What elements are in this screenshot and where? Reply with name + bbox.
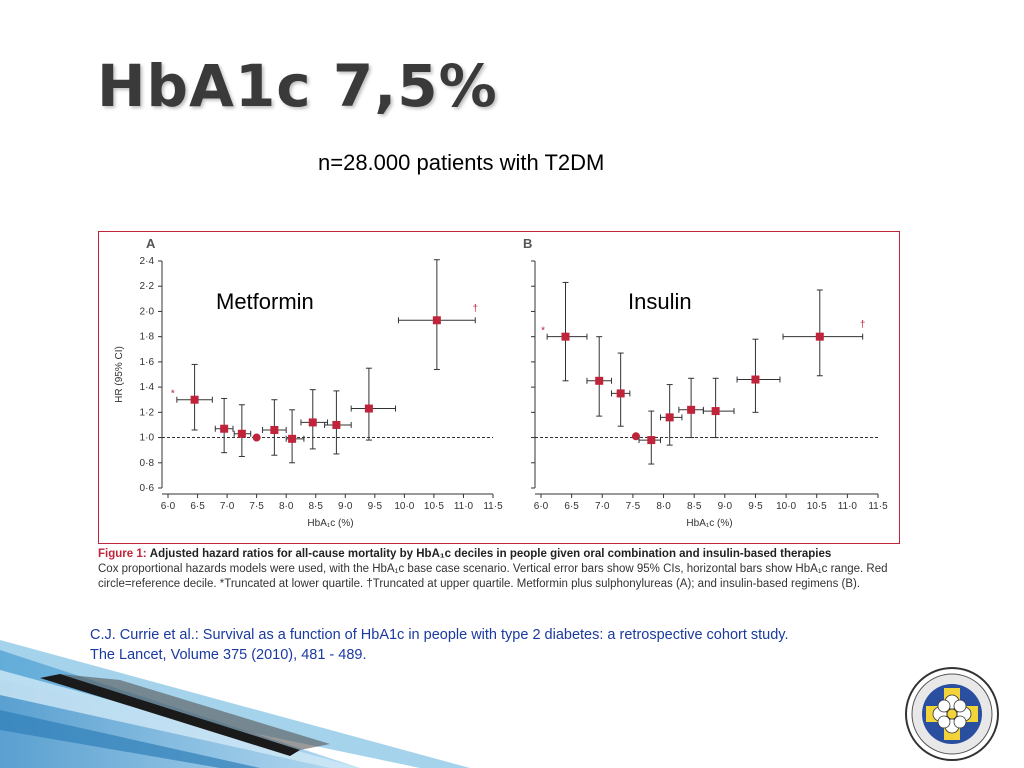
citation-line-2: The Lancet, Volume 375 (2010), 481 - 489… (90, 647, 367, 663)
truncation-note: * (171, 389, 175, 400)
data-point-marker (815, 332, 824, 341)
citation: C.J. Currie et al.: Survival as a functi… (90, 625, 789, 665)
x-tick-label: 11·0 (454, 501, 474, 512)
x-tick-label: 8·0 (656, 501, 671, 512)
y-tick-label: 1·2 (140, 407, 155, 418)
x-tick-label: 9·0 (718, 501, 733, 512)
panel-letter: B (523, 236, 532, 251)
x-tick-label: 11·0 (838, 501, 858, 512)
data-point-marker (220, 424, 229, 433)
data-point-marker (308, 418, 317, 427)
x-tick-label: 11·5 (483, 501, 503, 512)
drug-label: Metformin (216, 289, 314, 314)
x-tick-label: 6·0 (534, 501, 549, 512)
data-point-marker (364, 404, 373, 413)
x-tick-label: 7·5 (249, 501, 264, 512)
data-point-marker (332, 420, 341, 429)
x-tick-label: 9·5 (368, 501, 383, 512)
data-point-marker (432, 316, 441, 325)
x-tick-label: 11·5 (868, 501, 888, 512)
citation-line-1: C.J. Currie et al.: Survival as a functi… (90, 627, 789, 643)
slide-title: HbA1c 7,5% (97, 52, 498, 120)
x-tick-label: 10·0 (394, 501, 414, 512)
x-tick-label: 7·0 (595, 501, 610, 512)
x-axis-title: HbA₁c (%) (686, 518, 732, 529)
data-point-marker (687, 405, 696, 414)
reference-marker (631, 432, 640, 441)
data-point-marker (616, 389, 625, 398)
data-point-marker (711, 407, 720, 416)
decorative-swoosh (0, 640, 470, 768)
truncation-note: * (541, 326, 545, 337)
data-point-marker (647, 436, 656, 445)
caption-body: Cox proportional hazards models were use… (98, 563, 888, 590)
x-tick-label: 8·5 (309, 501, 324, 512)
x-tick-label: 10·5 (424, 501, 444, 512)
x-tick-label: 6·0 (161, 501, 176, 512)
hazard-ratio-charts: A 0·6 0·8 1·0 1·2 1·4 1·6 1·8 2·0 2·2 2·4 HR (95% C… (114, 236, 888, 529)
y-tick-label: 0·8 (140, 458, 155, 469)
y-tick-label: 1·6 (140, 357, 155, 368)
y-tick-label: 0·6 (140, 483, 155, 494)
panel-b-insulin: B 6·0 6·5 7·0 7·5 8·0 8·5 9·0 9·5 10·0 10·5 11·0 11·… (523, 236, 888, 529)
x-tick-label: 10·5 (807, 501, 827, 512)
figure-caption: Figure 1: Adjusted hazard ratios for all… (98, 547, 898, 592)
data-point-marker (270, 425, 279, 434)
x-tick-label: 7·0 (220, 501, 235, 512)
slide-subtitle: n=28.000 patients with T2DM (318, 150, 605, 175)
truncation-note: † (472, 303, 478, 314)
y-tick-label: 2·0 (140, 306, 155, 317)
x-axis-title: HbA₁c (%) (307, 518, 353, 529)
panel-letter: A (146, 236, 156, 251)
x-tick-label: 7·5 (626, 501, 641, 512)
data-point-marker (665, 413, 674, 422)
y-tick-label: 1·0 (140, 433, 155, 444)
y-tick-label: 2·4 (140, 256, 155, 267)
y-tick-label: 1·4 (140, 382, 155, 393)
y-tick-label: 2·2 (140, 281, 155, 292)
data-point-marker (237, 429, 246, 438)
panel-a-metformin: A 0·6 0·8 1·0 1·2 1·4 1·6 1·8 2·0 2·2 2·4 HR (95% C… (114, 236, 503, 529)
x-tick-label: 10·0 (776, 501, 796, 512)
data-point-marker (595, 376, 604, 385)
figure-frame (98, 231, 900, 544)
x-tick-label: 8·0 (279, 501, 294, 512)
data-point-marker (288, 434, 297, 443)
x-tick-label: 6·5 (190, 501, 205, 512)
x-tick-label: 9·5 (748, 501, 763, 512)
data-point-marker (751, 375, 760, 384)
caption-title: Adjusted hazard ratios for all-cause mor… (149, 548, 832, 560)
y-axis-title: HR (95% CI) (114, 346, 125, 403)
x-tick-label: 8·5 (687, 501, 702, 512)
drug-label: Insulin (628, 289, 692, 314)
y-tick-label: 1·8 (140, 332, 155, 343)
association-seal-logo (905, 667, 999, 761)
reference-marker (252, 433, 261, 442)
x-tick-label: 6·5 (564, 501, 579, 512)
caption-label: Figure 1: (98, 548, 147, 560)
truncation-note: † (860, 320, 866, 331)
data-point-marker (190, 395, 199, 404)
x-tick-label: 9·0 (338, 501, 353, 512)
data-point-marker (561, 332, 570, 341)
